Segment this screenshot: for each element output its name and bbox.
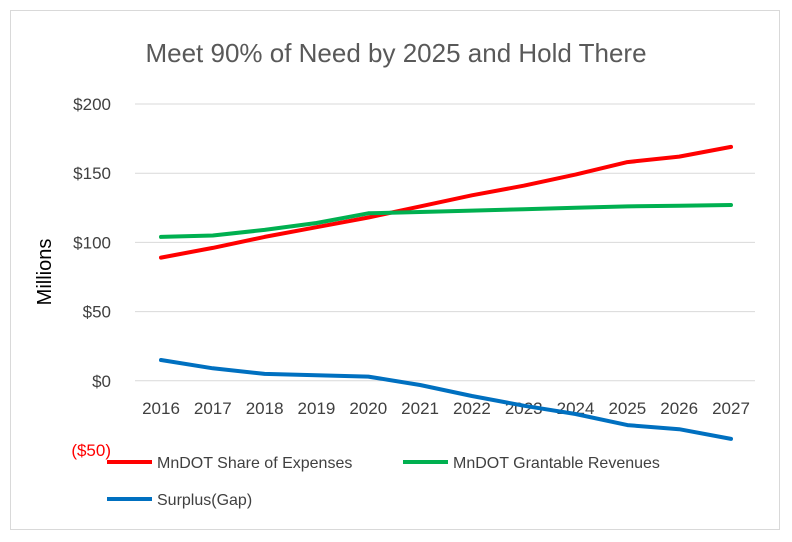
x-tick-label: 2016 [142,399,180,418]
y-tick-label: $200 [73,95,111,114]
legend-label-1: MnDOT Grantable Revenues [453,455,660,472]
series-line-0 [159,144,733,260]
legend-label-2: Surplus(Gap) [157,492,252,509]
y-tick-label: $0 [92,372,111,391]
chart-frame [10,10,780,530]
x-tick-label: 2022 [453,399,491,418]
series-line-1 [159,203,733,239]
y-tick-label: ($50) [71,441,111,460]
x-tick-label: 2027 [712,399,750,418]
x-tick-label: 2018 [246,399,284,418]
y-tick-label: $50 [83,303,111,322]
series-line-2 [159,358,733,441]
x-tick-label: 2020 [349,399,387,418]
y-axis-label: Millions [34,239,56,306]
x-tick-label: 2019 [298,399,336,418]
chart-title: Meet 90% of Need by 2025 and Hold There [145,38,646,68]
y-tick-label: $100 [73,233,111,252]
x-tick-label: 2026 [660,399,698,418]
x-tick-label: 2017 [194,399,232,418]
legend-label-0: MnDOT Share of Expenses [157,455,352,472]
x-tick-label: 2021 [401,399,439,418]
y-tick-label: $150 [73,164,111,183]
x-tick-label: 2025 [608,399,646,418]
